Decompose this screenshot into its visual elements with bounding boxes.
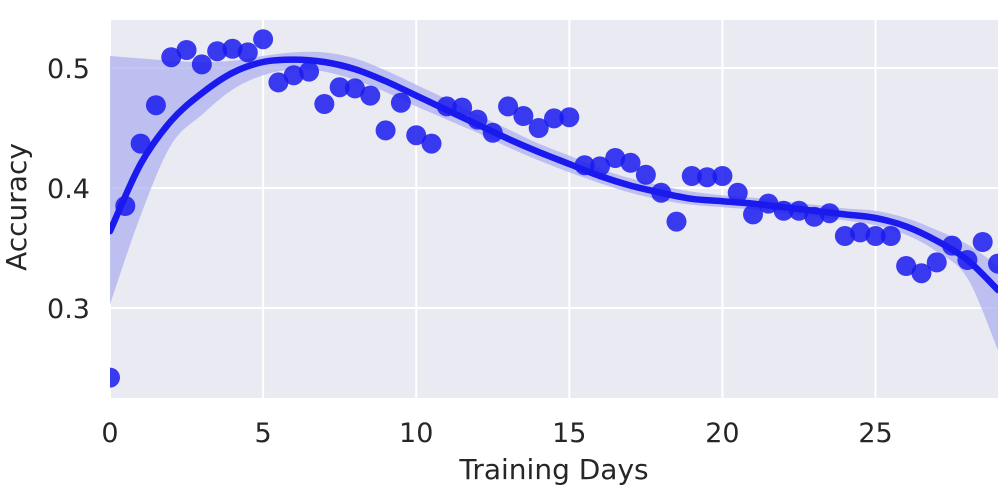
x-tick-label: 5 [255, 418, 272, 449]
data-point [360, 85, 381, 106]
data-point [237, 42, 258, 63]
x-tick-label: 0 [101, 418, 118, 449]
data-point [926, 252, 947, 273]
data-point [314, 94, 335, 114]
x-tick-label: 15 [552, 418, 586, 449]
data-point [253, 29, 274, 50]
data-point [972, 232, 993, 252]
data-point [528, 118, 549, 138]
data-point [896, 256, 917, 276]
data-point [145, 95, 166, 116]
data-point [161, 47, 182, 68]
data-point [666, 211, 687, 232]
scatter-points [110, 29, 998, 388]
data-point [329, 77, 350, 98]
confidence-band [110, 51, 998, 351]
y-tick-label: 0.3 [47, 294, 90, 325]
data-point [283, 65, 304, 86]
data-point [850, 222, 871, 243]
data-point [344, 78, 365, 99]
data-point [130, 133, 151, 154]
data-point [498, 96, 519, 117]
data-point [834, 226, 855, 246]
data-point [421, 133, 442, 154]
y-axis-label: Accuracy [0, 143, 33, 271]
data-point [681, 166, 702, 186]
x-tick-labels: 0 5 10 15 20 25 [101, 418, 892, 449]
data-point [911, 263, 932, 284]
data-point [268, 72, 289, 93]
data-point [390, 92, 411, 113]
data-point [620, 152, 641, 173]
y-tick-labels: 0.3 0.4 0.5 [47, 54, 90, 325]
data-point [712, 166, 733, 186]
x-axis-label: Training Days [458, 453, 648, 486]
data-point [207, 41, 228, 62]
data-point [222, 38, 243, 59]
data-point [299, 61, 320, 82]
y-tick-label: 0.5 [47, 54, 90, 85]
data-point [727, 182, 748, 203]
data-point [375, 120, 396, 141]
data-point [988, 253, 998, 274]
data-point [544, 108, 564, 129]
x-tick-label: 10 [399, 418, 433, 449]
data-point [880, 226, 901, 246]
data-point [635, 164, 656, 185]
data-point [176, 40, 197, 60]
data-point [605, 148, 626, 168]
x-tick-label: 25 [858, 418, 892, 449]
data-point [191, 54, 212, 75]
data-point [110, 367, 120, 388]
data-point [513, 106, 534, 126]
data-point [406, 125, 427, 146]
data-point [697, 167, 718, 188]
x-tick-label: 20 [705, 418, 739, 449]
fit-line [110, 56, 998, 294]
data-point [743, 204, 764, 225]
data-point [865, 226, 886, 246]
y-tick-label: 0.4 [47, 174, 90, 205]
data-point [559, 107, 580, 128]
